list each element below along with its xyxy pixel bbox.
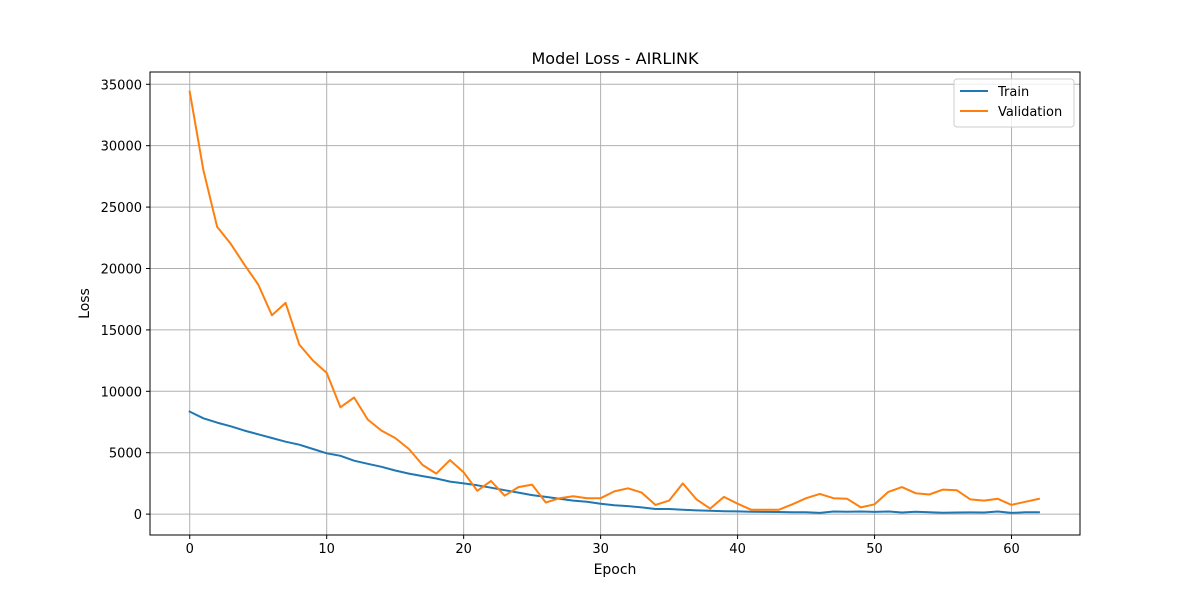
- axis-ticks: 0 10 20 30 40 50 60 0 5000 10000 15000 20000 25000 30…: [101, 78, 1020, 557]
- y-tick-label: 10000: [101, 385, 142, 400]
- y-tick-label: 25000: [101, 201, 142, 216]
- series-line-train: [188, 410, 1040, 514]
- y-tick-label: 0: [134, 508, 142, 523]
- y-tick-label: 30000: [101, 140, 142, 155]
- x-tick-label: 10: [318, 542, 335, 557]
- chart-title: Model Loss - AIRLINK: [531, 49, 699, 68]
- y-tick-label: 20000: [101, 262, 142, 277]
- x-tick-label: 40: [729, 542, 746, 557]
- legend-label-validation: Validation: [998, 105, 1062, 120]
- plot-lines: [188, 90, 1041, 514]
- series-line-validation: [188, 90, 1041, 511]
- x-tick-label: 60: [1003, 542, 1020, 557]
- x-tick-label: 0: [186, 542, 194, 557]
- grid: [150, 72, 1080, 535]
- x-tick-label: 30: [592, 542, 609, 557]
- legend: Train Validation: [953, 78, 1075, 128]
- y-tick-label: 15000: [101, 324, 142, 339]
- x-tick-label: 50: [866, 542, 883, 557]
- plot-frame: [149, 71, 1081, 536]
- y-tick-label: 5000: [109, 447, 142, 462]
- legend-label-train: Train: [997, 85, 1029, 100]
- y-axis-label: Loss: [77, 288, 93, 319]
- y-tick-label: 35000: [101, 78, 142, 93]
- x-tick-label: 20: [455, 542, 472, 557]
- x-axis-label: Epoch: [594, 562, 637, 578]
